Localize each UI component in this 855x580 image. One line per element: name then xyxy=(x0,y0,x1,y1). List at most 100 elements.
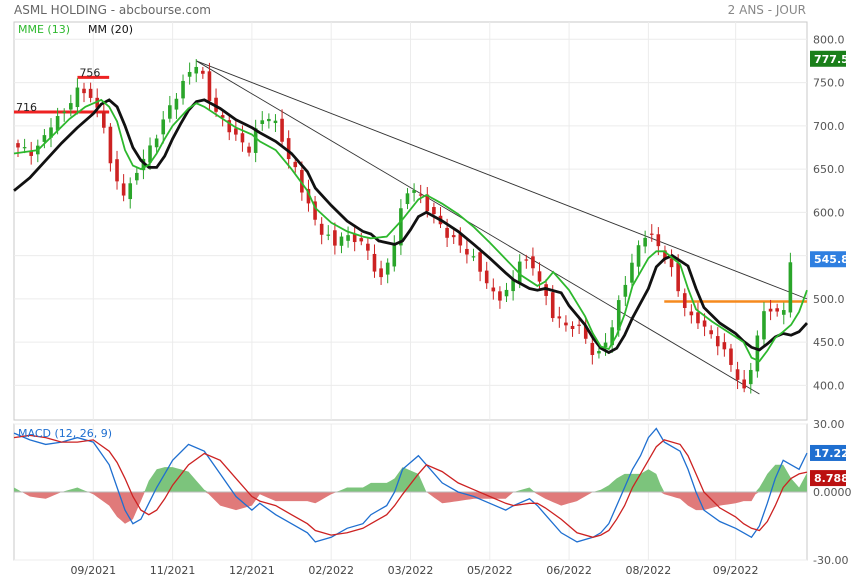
legend-entry: MM (20) xyxy=(88,23,133,36)
candle-body xyxy=(359,238,364,242)
candle-body xyxy=(696,312,700,324)
candle-body xyxy=(405,193,410,205)
macd-panel: 30.00 0.0000 -30.00 MACD (12, 26, 9) 17.22… xyxy=(13,418,852,567)
candle-body xyxy=(280,118,284,142)
signal-line xyxy=(13,434,808,538)
price-annotations: 716 756 xyxy=(14,60,808,395)
trendline xyxy=(196,60,808,300)
macd-line xyxy=(13,427,808,543)
candle-body xyxy=(55,116,60,131)
candle-body xyxy=(432,207,436,215)
candle-body xyxy=(577,324,581,326)
macd-y-tick-label: 0.0000 xyxy=(813,486,852,499)
signal-last-badge: 8.788 xyxy=(814,472,849,485)
candle-body xyxy=(392,243,397,267)
candle-body xyxy=(550,292,555,319)
candle-body xyxy=(148,145,152,163)
candle-body xyxy=(234,128,238,135)
candle-body xyxy=(135,172,139,181)
candle-body xyxy=(154,138,159,148)
price-y-tick-label: 400.0 xyxy=(813,379,845,392)
candle-body xyxy=(121,183,126,196)
chart-title: ASML HOLDING - abcbourse.com xyxy=(14,3,211,17)
candle-body xyxy=(583,325,588,339)
price-y-tick-label: 750.0 xyxy=(813,77,845,90)
level-label: 716 xyxy=(16,101,37,114)
macd-badges: 17.22 8.788 xyxy=(810,444,849,487)
candle-body xyxy=(174,98,179,110)
candle-body xyxy=(29,151,34,156)
candle-body xyxy=(643,237,647,247)
candle-body xyxy=(458,234,463,246)
macd-last-badge-bg xyxy=(810,444,846,461)
candle-body xyxy=(781,310,786,315)
candle-body xyxy=(352,233,357,243)
candle-body xyxy=(729,348,733,365)
candle-body xyxy=(722,342,727,350)
candle-body xyxy=(69,103,73,110)
price-series xyxy=(13,59,809,394)
x-tick-label: 05/2022 xyxy=(467,564,513,577)
candle-body xyxy=(451,235,456,238)
x-tick-label: 09/2022 xyxy=(713,564,759,577)
macd-hist-negative xyxy=(14,492,807,524)
candle-body xyxy=(319,223,324,235)
candle-body xyxy=(108,126,113,164)
x-tick-label: 11/2021 xyxy=(150,564,196,577)
candle-body xyxy=(564,322,568,326)
candle-body xyxy=(676,263,680,292)
candle-body xyxy=(511,279,515,292)
candle-body xyxy=(656,234,661,247)
chart-period: 2 ANS - JOUR xyxy=(728,3,806,17)
macd-y-ticks: 30.00 0.0000 -30.00 xyxy=(813,418,852,567)
candle-body xyxy=(630,262,634,283)
last-price-badge-bg xyxy=(810,251,846,268)
x-tick-label: 08/2022 xyxy=(626,564,672,577)
candle-body xyxy=(768,308,773,312)
candle-body xyxy=(702,320,707,327)
candle-body xyxy=(220,115,225,118)
candle-body xyxy=(16,143,20,148)
x-tick-label: 12/2021 xyxy=(229,564,275,577)
candle-body xyxy=(267,118,271,122)
candle-body xyxy=(201,70,205,74)
macd-histogram xyxy=(14,464,807,524)
candle-body xyxy=(537,271,542,282)
candle-body xyxy=(623,284,628,297)
macd-series xyxy=(13,427,808,543)
candle-body xyxy=(445,227,449,238)
candle-body xyxy=(379,268,383,278)
candle-body xyxy=(504,289,509,297)
candle-body xyxy=(194,66,199,74)
level-badge: 777.5 xyxy=(814,53,849,66)
candle-body xyxy=(62,111,67,113)
price-y-tick-label: 700.0 xyxy=(813,120,845,133)
candle-body xyxy=(49,127,53,138)
candle-body xyxy=(300,169,304,193)
candle-body xyxy=(755,335,760,372)
candle-body xyxy=(181,80,185,99)
x-tick-label: 09/2021 xyxy=(70,564,116,577)
candle-body xyxy=(207,71,212,101)
candle-body xyxy=(557,316,562,319)
price-y-tick-label: 800.0 xyxy=(813,33,845,46)
price-y-tick-label: 600.0 xyxy=(813,206,845,219)
ma20-line xyxy=(13,98,809,355)
macd-last-badge: 17.22 xyxy=(814,447,849,460)
x-tick-label: 06/2022 xyxy=(546,564,592,577)
candle-body xyxy=(168,105,172,119)
price-y-tick-label: 500.0 xyxy=(813,293,845,306)
candle-body xyxy=(75,87,80,108)
candle-body xyxy=(115,159,119,182)
trendline xyxy=(196,60,760,395)
x-tick-label: 02/2022 xyxy=(308,564,354,577)
macd-title: MACD (12, 26, 9) xyxy=(18,427,112,440)
candle-body xyxy=(22,147,27,149)
last-price-badge: 545.8 xyxy=(814,253,849,266)
candle-body xyxy=(478,252,482,272)
price-legend: MME (13) MM (20) xyxy=(18,23,133,36)
ema13-line xyxy=(13,98,808,363)
candle-body xyxy=(682,293,687,309)
legend-entry: MME (13) xyxy=(18,23,70,36)
